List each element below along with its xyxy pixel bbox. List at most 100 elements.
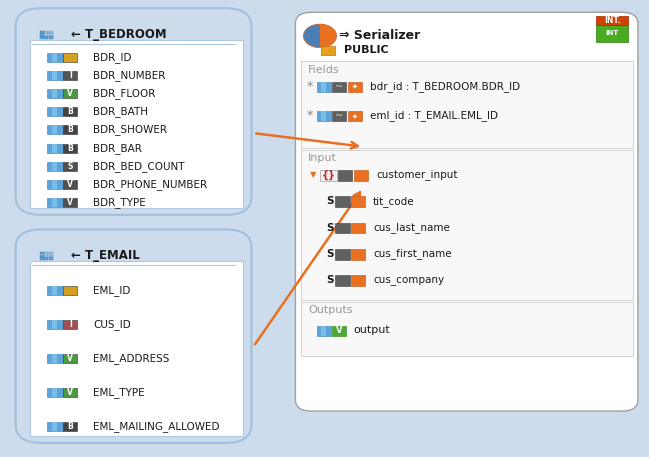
Bar xyxy=(351,223,365,234)
Text: Input: Input xyxy=(308,153,337,163)
Text: BDR_SHOWER: BDR_SHOWER xyxy=(93,124,167,135)
Bar xyxy=(45,252,48,255)
Text: V: V xyxy=(67,198,73,207)
Bar xyxy=(64,107,77,117)
Text: BDR_NUMBER: BDR_NUMBER xyxy=(93,70,165,81)
Bar xyxy=(47,180,63,189)
Bar xyxy=(40,36,44,39)
Bar xyxy=(47,125,63,134)
Bar xyxy=(336,223,350,234)
Bar xyxy=(49,255,53,257)
Text: ✦: ✦ xyxy=(352,113,358,119)
Bar xyxy=(64,422,77,431)
Bar xyxy=(49,33,53,36)
Text: Outputs: Outputs xyxy=(308,305,353,315)
Text: BDR_BED_COUNT: BDR_BED_COUNT xyxy=(93,161,185,172)
Circle shape xyxy=(304,25,336,47)
Text: B: B xyxy=(67,107,73,116)
Bar xyxy=(332,112,347,121)
Text: ✦: ✦ xyxy=(352,84,358,90)
Text: {}: {} xyxy=(321,170,336,181)
Bar xyxy=(53,71,57,80)
Bar xyxy=(47,198,63,207)
Bar xyxy=(40,33,44,36)
Bar xyxy=(45,255,48,257)
Bar xyxy=(321,46,336,54)
Bar xyxy=(47,71,63,80)
FancyBboxPatch shape xyxy=(16,8,251,215)
Text: tit_code: tit_code xyxy=(373,196,415,207)
Text: BDR_PHONE_NUMBER: BDR_PHONE_NUMBER xyxy=(93,179,207,190)
Bar xyxy=(348,82,362,92)
Bar xyxy=(321,112,326,121)
Text: B: B xyxy=(67,422,73,431)
Text: BDR_BATH: BDR_BATH xyxy=(93,106,148,117)
Bar xyxy=(49,252,53,255)
Text: S: S xyxy=(326,275,334,285)
Bar xyxy=(336,249,350,260)
Bar xyxy=(53,143,57,153)
Text: BDR_ID: BDR_ID xyxy=(93,52,132,63)
Bar xyxy=(53,354,57,363)
Text: ~: ~ xyxy=(336,112,343,121)
Bar xyxy=(300,302,633,356)
Bar xyxy=(64,125,77,134)
Text: B: B xyxy=(67,125,73,134)
Text: *: * xyxy=(307,80,313,93)
Bar xyxy=(354,170,368,181)
Bar xyxy=(40,252,44,255)
Bar xyxy=(596,25,628,42)
Text: ✦: ✦ xyxy=(67,288,73,293)
Text: ✦: ✦ xyxy=(67,55,73,60)
Bar xyxy=(49,36,53,39)
FancyBboxPatch shape xyxy=(16,229,251,443)
Text: EML_ADDRESS: EML_ADDRESS xyxy=(93,353,169,364)
Text: cus_first_name: cus_first_name xyxy=(373,249,452,260)
Bar xyxy=(300,61,633,148)
Bar xyxy=(53,162,57,171)
Bar xyxy=(321,82,326,92)
Bar xyxy=(30,261,243,436)
Bar xyxy=(321,326,326,336)
Bar xyxy=(317,82,331,92)
Text: EML_ID: EML_ID xyxy=(93,285,130,296)
Bar xyxy=(47,422,63,431)
Bar xyxy=(53,422,57,431)
Text: ▼: ▼ xyxy=(310,170,316,180)
Text: EML_MAILING_ALLOWED: EML_MAILING_ALLOWED xyxy=(93,421,219,432)
Bar xyxy=(45,31,48,33)
Bar xyxy=(47,53,63,62)
Text: S: S xyxy=(326,196,334,206)
Bar xyxy=(317,326,331,336)
Bar xyxy=(47,162,63,171)
Bar xyxy=(47,354,63,363)
Text: cus_last_name: cus_last_name xyxy=(373,222,450,233)
Text: I: I xyxy=(69,320,72,329)
Bar xyxy=(53,388,57,397)
Text: Fields: Fields xyxy=(308,64,340,74)
Bar xyxy=(336,275,350,286)
Bar xyxy=(47,388,63,397)
Bar xyxy=(64,198,77,207)
Text: I: I xyxy=(69,71,72,80)
Bar xyxy=(47,89,63,98)
Bar xyxy=(332,82,347,92)
Bar xyxy=(47,143,63,153)
Bar xyxy=(351,196,365,207)
Text: CUS_ID: CUS_ID xyxy=(93,319,131,330)
Bar xyxy=(64,53,77,62)
Bar xyxy=(47,107,63,117)
Text: S: S xyxy=(67,162,73,171)
Bar xyxy=(53,180,57,189)
Bar xyxy=(64,320,77,329)
Bar xyxy=(30,40,243,208)
Bar xyxy=(49,257,53,260)
Bar xyxy=(45,257,48,260)
Bar xyxy=(53,286,57,295)
Text: eml_id : T_EMAIL.EML_ID: eml_id : T_EMAIL.EML_ID xyxy=(370,111,498,121)
Bar xyxy=(64,354,77,363)
Text: INT.: INT. xyxy=(604,16,620,25)
Bar xyxy=(53,107,57,117)
Text: V: V xyxy=(67,180,73,189)
Text: bdr_id : T_BEDROOM.BDR_ID: bdr_id : T_BEDROOM.BDR_ID xyxy=(370,81,520,92)
